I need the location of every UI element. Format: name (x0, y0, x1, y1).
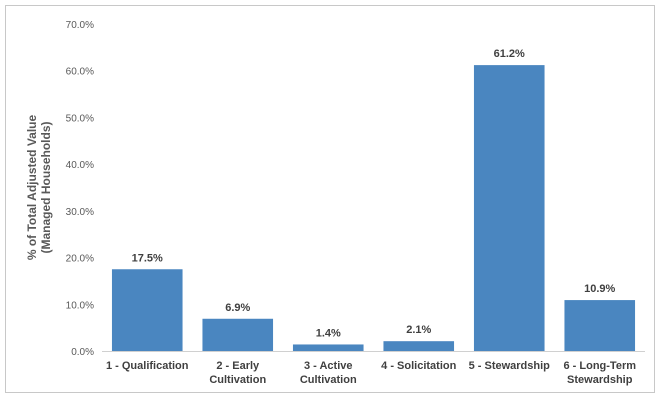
data-label: 6.9% (225, 302, 250, 314)
y-tick-label: 30.0% (66, 207, 94, 218)
bars (111, 65, 636, 351)
data-label: 17.5% (132, 252, 163, 264)
y-tick-label: 50.0% (66, 113, 94, 124)
y-tick-label: 60.0% (66, 67, 94, 78)
bar (564, 300, 636, 351)
x-category-label: 1 - Qualification (106, 360, 189, 372)
x-category-label: Cultivation (209, 374, 266, 386)
y-tick-label: 10.0% (66, 300, 94, 311)
x-category-label: Stewardship (567, 374, 633, 386)
y-tick-label: 70.0% (66, 20, 94, 31)
y-axis-ticks: 0.0% 10.0% 20.0% 30.0% 40.0% 50.0% 60.0% 70.0% (66, 20, 94, 358)
y-axis-title: % of Total Adjusted Value (Managed Househ… (25, 115, 53, 261)
category-labels: 1 - Qualification 2 - Early Cultivation 3 -… (106, 360, 636, 386)
bar (473, 65, 545, 351)
y-axis-title-line: (Managed Households) (39, 121, 53, 253)
y-tick-label: 0.0% (71, 347, 94, 358)
data-label: 2.1% (406, 324, 431, 336)
data-label: 10.9% (584, 283, 615, 295)
x-category-label: Cultivation (300, 374, 357, 386)
x-category-label: 6 - Long-Term (563, 360, 636, 372)
x-category-label: 3 - Active (304, 360, 353, 372)
bar (292, 344, 364, 351)
data-label: 61.2% (494, 48, 525, 60)
bar (111, 269, 183, 351)
x-category-label: 2 - Early (216, 360, 260, 372)
x-category-label: 5 - Stewardship (469, 360, 551, 372)
y-tick-label: 40.0% (66, 160, 94, 171)
data-labels: 17.5% 6.9% 1.4% 2.1% 61.2% 10.9% (132, 48, 616, 339)
data-label: 1.4% (316, 327, 341, 339)
y-axis-title-line: % of Total Adjusted Value (25, 115, 39, 261)
bar (383, 341, 455, 351)
bar (202, 318, 274, 351)
x-category-label: 4 - Solicitation (381, 360, 456, 372)
y-tick-label: 20.0% (66, 254, 94, 265)
